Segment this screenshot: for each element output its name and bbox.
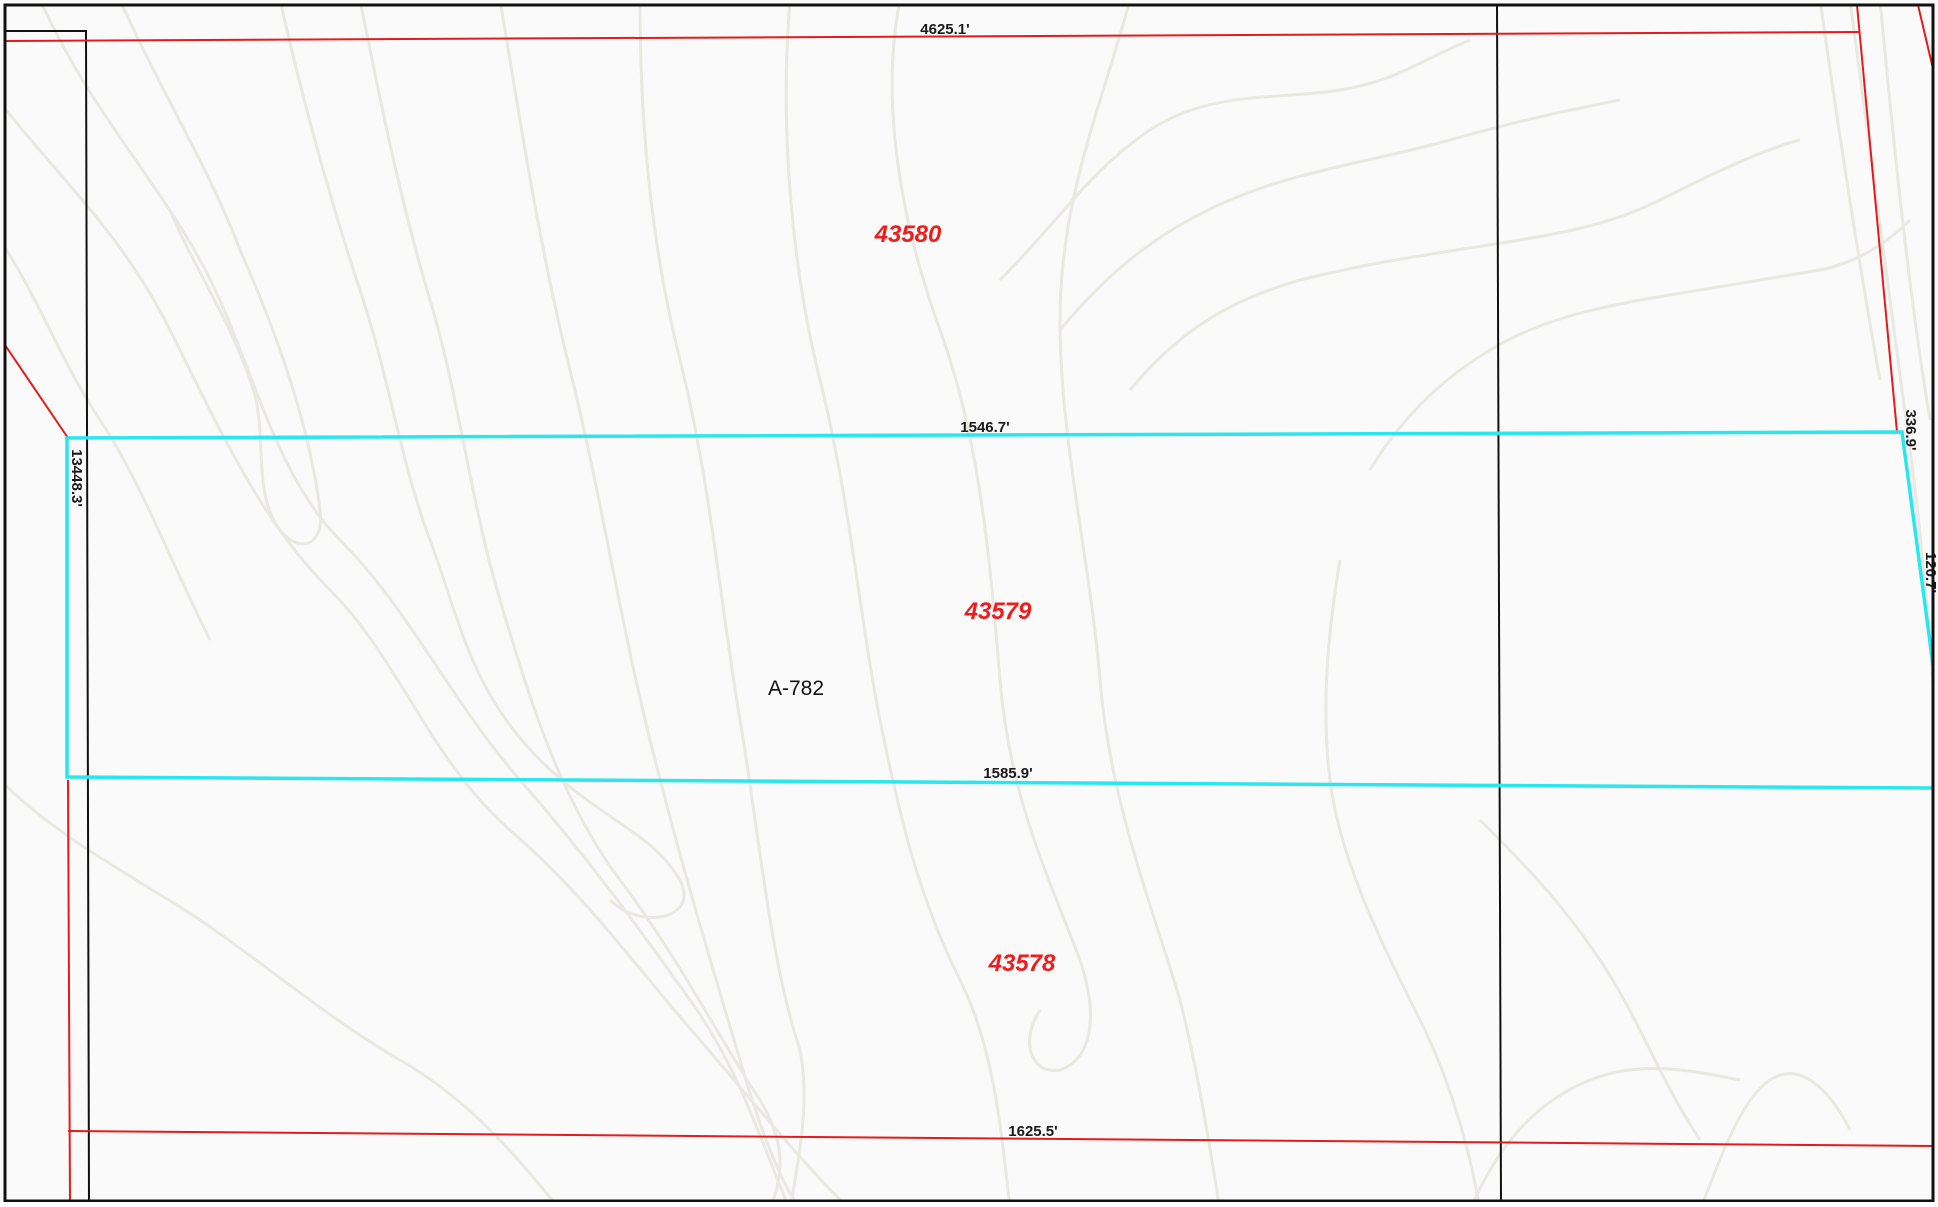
dimension-label-left-side: 13448.3' [68,449,85,507]
map-frame-border [3,3,1935,1203]
dimension-label-right-side-lower: 120.7' [1922,552,1938,593]
parcel-boundaries [5,5,1933,1201]
dimension-label-top-boundary: 4625.1' [920,21,969,38]
dimension-label-selected-bottom: 1585.9' [983,765,1032,782]
parcel-id-label[interactable]: 43578 [988,950,1056,977]
dimension-label-selected-top: 1546.7' [960,419,1009,436]
selected-parcel-outline[interactable] [65,430,1934,790]
parcel-id-label[interactable]: 43579 [964,598,1032,625]
dimension-label-right-side: 336.9' [1902,409,1919,450]
survey-lines [5,5,1502,1201]
parcel-id-label[interactable]: 43580 [874,221,942,248]
abstract-label: A-782 [768,677,824,700]
dimension-label-bottom-boundary: 1625.5' [1008,1123,1057,1140]
